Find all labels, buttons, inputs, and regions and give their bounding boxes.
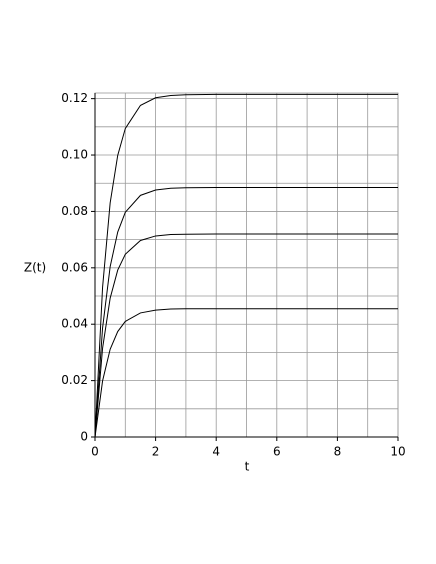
x-tick-label: 8 <box>334 445 342 459</box>
line-series <box>94 186 398 438</box>
x-tick-label: 4 <box>212 445 220 459</box>
line-series <box>94 93 398 438</box>
y-tick-label: 0.08 <box>61 204 88 218</box>
y-tick-label: 0 <box>80 430 88 444</box>
line-series <box>94 308 398 438</box>
x-tick-label: 2 <box>152 445 160 459</box>
y-axis-label: Z(t) <box>24 261 46 275</box>
x-tick-label: 6 <box>273 445 281 459</box>
y-tick-label: 0.12 <box>61 91 88 105</box>
x-tick-label: 10 <box>390 445 405 459</box>
y-tick-label: 0.02 <box>61 373 88 387</box>
y-tick-label: 0.04 <box>61 317 88 331</box>
line-series <box>94 233 398 438</box>
y-tick-label: 0.10 <box>61 148 88 162</box>
x-axis-label: t <box>245 460 250 474</box>
x-tick-label: 0 <box>91 445 99 459</box>
y-tick-label: 0.06 <box>61 260 88 274</box>
